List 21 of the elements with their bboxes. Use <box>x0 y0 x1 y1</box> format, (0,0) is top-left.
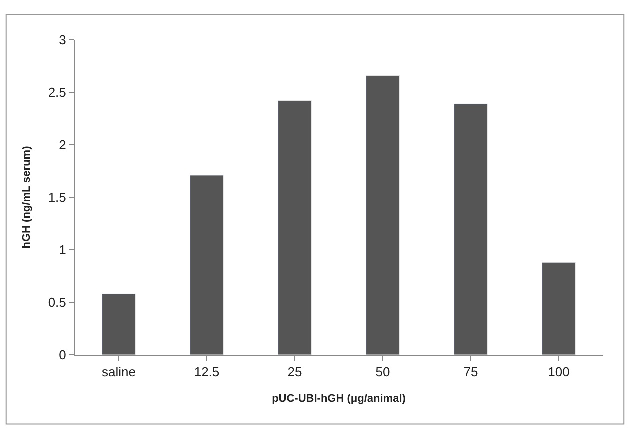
bar <box>102 294 136 355</box>
x-tick-label: 12.5 <box>194 364 220 380</box>
x-tick-label: 75 <box>464 364 478 380</box>
x-tick-label: saline <box>102 364 136 380</box>
y-tick-label: 2 <box>59 138 66 153</box>
bar <box>542 262 576 355</box>
bar <box>454 104 488 355</box>
bar <box>278 100 312 355</box>
x-axis-title: pUC-UBI-hGH (μg/animal) <box>272 392 406 405</box>
bar <box>366 75 400 355</box>
y-tick-label: 2.5 <box>48 85 66 100</box>
y-tick-label: 1.5 <box>48 190 66 206</box>
y-tick-label: 0.5 <box>48 295 66 310</box>
y-tick-label: 3 <box>59 32 66 48</box>
y-axis-title: hGH (ng/mL serum) <box>20 146 33 249</box>
x-tick-label: 100 <box>548 364 570 380</box>
x-tick-label: 50 <box>376 364 390 380</box>
bar <box>190 175 224 355</box>
x-tick-label: 25 <box>288 364 302 380</box>
y-tick-label: 0 <box>59 348 66 363</box>
y-tick-label: 1 <box>59 242 66 258</box>
